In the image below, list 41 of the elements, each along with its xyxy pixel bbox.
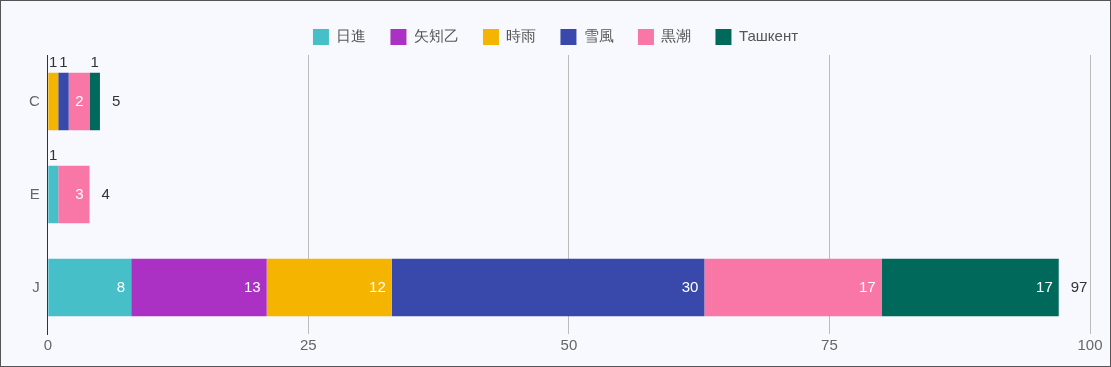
data-label: 2 [75, 91, 84, 109]
legend-label: 雪風 [583, 27, 614, 45]
bar [131, 258, 267, 317]
data-label: 1 [49, 145, 58, 163]
data-label: 17 [858, 277, 876, 295]
data-label: 1 [59, 52, 68, 70]
bar [266, 258, 392, 317]
x-tick-label: 75 [821, 336, 838, 354]
bar [58, 165, 90, 224]
data-label: 30 [681, 277, 699, 295]
bar [391, 258, 705, 317]
total-label: 97 [1070, 277, 1088, 295]
bar [48, 258, 132, 317]
legend-label: 矢矧乙 [413, 27, 459, 45]
x-tick-label: 50 [560, 336, 578, 354]
bar [704, 258, 882, 317]
data-label: 13 [244, 277, 261, 295]
data-label: 12 [369, 277, 386, 295]
y-tick-label: J [32, 277, 40, 295]
bar [58, 72, 69, 131]
bar [89, 72, 100, 131]
legend-label: Ташкент [738, 27, 799, 45]
data-label: 3 [75, 184, 84, 202]
x-tick-label: 25 [300, 336, 317, 354]
y-tick-label: C [28, 91, 40, 109]
bar [881, 258, 1059, 317]
data-label: 8 [116, 277, 126, 295]
total-label: 4 [101, 184, 110, 202]
legend-label: 黒潮 [661, 27, 692, 45]
data-label: 1 [90, 52, 99, 70]
legend-label: 時雨 [506, 27, 537, 45]
x-tick-label: 100 [1077, 336, 1103, 354]
x-tick-label: 0 [43, 336, 52, 354]
bar [68, 72, 90, 131]
legend-label: 日進 [336, 27, 367, 45]
bar [48, 165, 59, 224]
data-label: 17 [1036, 277, 1053, 295]
data-label: 1 [49, 52, 58, 70]
bar [48, 72, 59, 131]
y-tick-label: E [29, 184, 40, 202]
total-label: 5 [111, 91, 121, 109]
